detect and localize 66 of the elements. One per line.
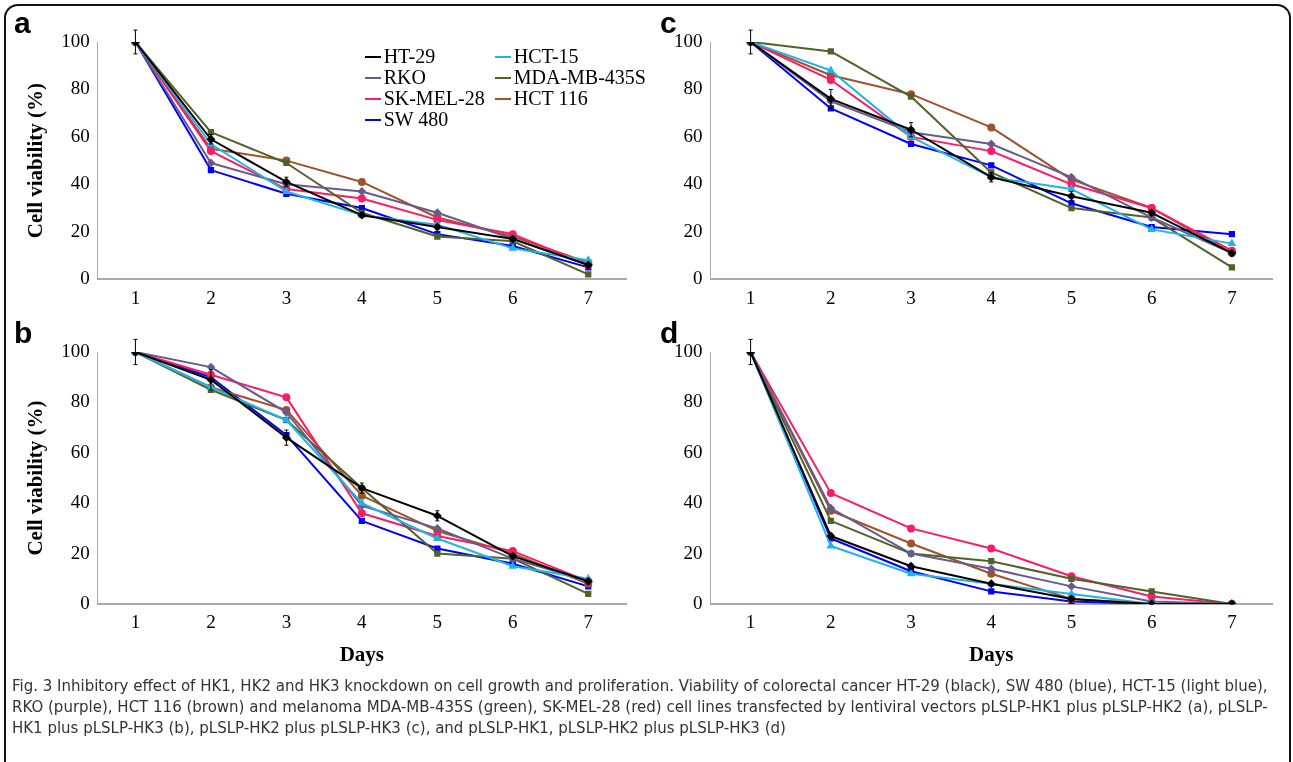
x-tick-label: 7 [583, 286, 594, 308]
x-tick-label: 6 [1146, 286, 1157, 308]
y-tick-label: 20 [70, 219, 90, 241]
legend-label: HCT 116 [513, 87, 588, 109]
y-axis-title: Cell viability (%) [23, 400, 48, 556]
x-tick-label: 2 [826, 286, 836, 308]
x-tick-label: 6 [508, 611, 518, 633]
y-tick-label: 20 [683, 219, 703, 241]
legend-label: HT-29 [383, 45, 436, 67]
x-tick-label: 7 [1227, 611, 1237, 633]
y-tick-label: 80 [683, 390, 703, 412]
x-tick-label: 4 [357, 286, 368, 308]
x-tick-label: 7 [1227, 286, 1237, 308]
x-axis-title: Days [969, 641, 1014, 666]
x-tick-label: 6 [1146, 611, 1157, 633]
y-tick-label: 100 [61, 29, 90, 51]
x-tick-label: 6 [508, 286, 518, 308]
y-tick-label: 20 [683, 541, 703, 563]
x-tick-label: 5 [432, 286, 443, 308]
x-tick-label: 1 [130, 611, 141, 633]
y-tick-label: 40 [683, 491, 703, 513]
y-tick-label: 0 [80, 267, 90, 289]
legend-label: RKO [383, 66, 426, 88]
x-tick-label: 4 [357, 611, 368, 633]
y-tick-label: 80 [70, 77, 90, 99]
chart-title: c [660, 6, 677, 39]
x-tick-label: 4 [986, 611, 997, 633]
x-tick-label: 1 [745, 286, 756, 308]
y-tick-label: 60 [70, 124, 90, 146]
y-tick-label: 80 [70, 390, 90, 412]
legend-label: MDA-MB-435S [513, 66, 646, 88]
y-tick-label: 60 [70, 440, 90, 462]
chart-title: b [14, 316, 33, 350]
x-tick-label: 2 [206, 611, 216, 633]
legend-label: SW 480 [383, 108, 449, 130]
x-tick-label: 5 [432, 611, 443, 633]
y-tick-label: 60 [683, 440, 703, 462]
y-tick-label: 40 [70, 491, 90, 513]
y-tick-label: 40 [683, 172, 703, 194]
legend-label: SK-MEL-28 [383, 87, 485, 109]
x-tick-label: 3 [906, 286, 916, 308]
x-tick-label: 7 [583, 611, 594, 633]
y-tick-label: 0 [693, 591, 703, 613]
y-tick-label: 60 [683, 124, 703, 146]
x-axis-title: Days [339, 641, 385, 666]
y-axis-title: Cell viability (%) [23, 83, 48, 239]
x-tick-label: 2 [206, 286, 216, 308]
x-tick-label: 1 [130, 286, 141, 308]
y-tick-label: 40 [70, 172, 90, 194]
x-tick-label: 3 [906, 611, 916, 633]
y-tick-label: 0 [80, 591, 90, 613]
y-tick-label: 100 [61, 339, 90, 361]
y-tick-label: 0 [693, 267, 703, 289]
x-tick-label: 5 [1066, 286, 1077, 308]
chart-title: a [14, 6, 31, 40]
y-tick-label: 80 [683, 77, 703, 99]
x-tick-label: 3 [281, 286, 292, 308]
x-tick-label: 4 [986, 286, 997, 308]
y-tick-label: 100 [674, 29, 703, 51]
x-tick-label: 3 [281, 611, 292, 633]
caption: Fig. 3 Inhibitory effect of HK1, HK2 and HK3 knockdown on cell growth and proliferation. Viability of colorectal cancer HT-29 (black), SW 480 (blue), HCT-15 (light blue), RKO (purple), HCT 116 (brown) and melanoma MDA-MB-435S (green), SK-MEL-28 (red) cell lines transfected by lentiviral vectors pLSLP-HK1 plus pLSLP-HK2 (a), pLSLP-HK1 plus pLSLP-HK3 (b), pLSLP-HK2 plus pLSLP-HK3 (c), and pLSLP-HK1, pLSLP-HK2 plus pLSLP-HK3 (d) [12, 676, 1269, 739]
x-tick-label: 2 [826, 611, 836, 633]
legend-label: HCT-15 [513, 45, 579, 67]
y-tick-label: 20 [70, 541, 90, 563]
x-tick-label: 5 [1066, 611, 1077, 633]
x-tick-label: 1 [745, 611, 756, 633]
